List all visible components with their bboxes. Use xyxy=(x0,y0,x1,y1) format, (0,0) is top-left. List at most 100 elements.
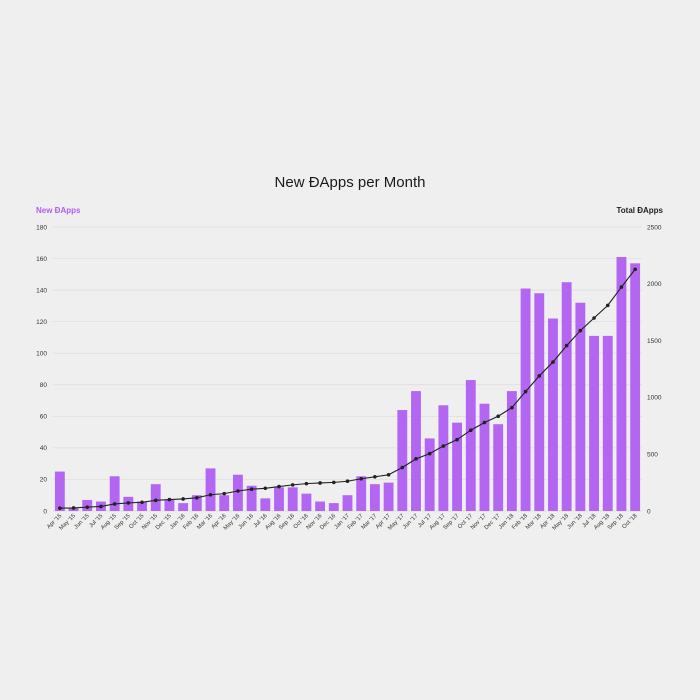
line-point xyxy=(181,497,185,501)
bar xyxy=(630,263,641,511)
line-point xyxy=(373,475,377,479)
line-point xyxy=(523,389,528,394)
left-tick-label: 100 xyxy=(36,351,47,358)
line-point xyxy=(167,497,172,502)
line-point xyxy=(71,506,76,510)
left-tick-label: 180 xyxy=(36,224,47,231)
bar xyxy=(411,391,421,511)
left-tick-label: 20 xyxy=(40,477,48,484)
line-point xyxy=(58,506,62,510)
bar xyxy=(246,485,257,511)
line-point xyxy=(633,267,637,272)
bar xyxy=(616,256,627,511)
bar xyxy=(164,499,175,511)
bar-series xyxy=(54,256,641,511)
line-point xyxy=(510,405,514,410)
right-axis-title: Total ÐApps xyxy=(616,206,663,215)
bar xyxy=(54,471,65,511)
bar xyxy=(493,424,504,511)
line-point xyxy=(345,479,350,484)
line-point xyxy=(332,480,336,485)
line-point xyxy=(414,457,418,461)
left-axis-ticks: 0 20 40 60 80 100 120 140 160 180 xyxy=(36,224,47,515)
left-tick-label: 0 xyxy=(43,508,47,515)
left-tick-label: 40 xyxy=(40,445,48,452)
bar xyxy=(328,503,339,511)
line-point xyxy=(236,489,240,493)
line-point xyxy=(195,496,199,500)
right-tick-label: 0 xyxy=(647,508,651,515)
line-point xyxy=(496,414,500,419)
line-point xyxy=(386,472,391,477)
line-point xyxy=(304,481,309,486)
bar xyxy=(520,288,531,511)
left-tick-label: 160 xyxy=(36,256,47,263)
bar xyxy=(178,503,189,511)
x-tick-label: Jun '17 xyxy=(402,513,419,530)
line-series xyxy=(58,267,637,510)
bar xyxy=(369,484,380,511)
bar xyxy=(561,282,572,511)
bar xyxy=(137,501,147,511)
line-point xyxy=(85,505,90,509)
line-point xyxy=(277,484,281,489)
right-tick-label: 2500 xyxy=(647,224,662,231)
x-tick-label: Mar '16 xyxy=(196,513,214,531)
bar xyxy=(191,495,202,511)
x-tick-label: Jun '15 xyxy=(73,513,90,530)
bar xyxy=(465,380,476,511)
left-tick-label: 140 xyxy=(36,287,47,294)
line-point xyxy=(290,483,295,487)
line-point xyxy=(468,428,473,433)
line-point xyxy=(551,360,555,364)
line-point xyxy=(605,303,610,308)
left-tick-label: 80 xyxy=(40,382,48,389)
line-point xyxy=(619,285,624,289)
line-point xyxy=(99,504,103,509)
line-point xyxy=(359,476,363,481)
line-point xyxy=(455,437,459,442)
chart-title: New ÐApps per Month xyxy=(275,174,426,191)
bar xyxy=(548,318,558,511)
bar xyxy=(589,335,599,511)
bar xyxy=(205,468,216,511)
line-point xyxy=(263,486,268,491)
left-tick-label: 60 xyxy=(40,414,48,421)
line-point xyxy=(564,343,569,348)
gridlines xyxy=(53,226,642,512)
line-point xyxy=(222,491,227,496)
bar xyxy=(301,493,312,511)
bar xyxy=(534,293,545,511)
x-tick-label: Mar '17 xyxy=(361,513,379,531)
bar xyxy=(452,422,463,511)
right-tick-label: 2000 xyxy=(647,281,662,288)
bar xyxy=(219,495,230,511)
x-tick-label: Oct '18 xyxy=(621,513,638,530)
line-point xyxy=(112,502,117,506)
left-axis-title: New ÐApps xyxy=(36,206,81,215)
line-point xyxy=(249,487,254,491)
x-tick-label: Jun '16 xyxy=(238,513,255,530)
bar xyxy=(397,410,408,511)
right-tick-label: 500 xyxy=(647,452,658,459)
line-point xyxy=(140,500,144,505)
line-point xyxy=(318,481,322,485)
right-tick-label: 1500 xyxy=(647,338,662,345)
line-point xyxy=(592,316,596,320)
line-point xyxy=(578,328,583,333)
x-tick-label: Jun '18 xyxy=(566,513,583,530)
line-point xyxy=(427,451,432,456)
bar xyxy=(150,484,161,511)
right-axis-ticks: 0 500 1000 1500 2000 2500 xyxy=(647,224,662,515)
bar xyxy=(506,391,517,511)
bar xyxy=(274,487,284,511)
line-point xyxy=(482,420,487,425)
bar xyxy=(109,476,120,511)
line-point xyxy=(400,465,405,470)
line-point xyxy=(441,444,446,448)
x-tick-label: Mar '18 xyxy=(525,513,543,531)
left-tick-label: 120 xyxy=(36,319,47,326)
line-point xyxy=(153,498,158,503)
bar xyxy=(438,405,449,511)
